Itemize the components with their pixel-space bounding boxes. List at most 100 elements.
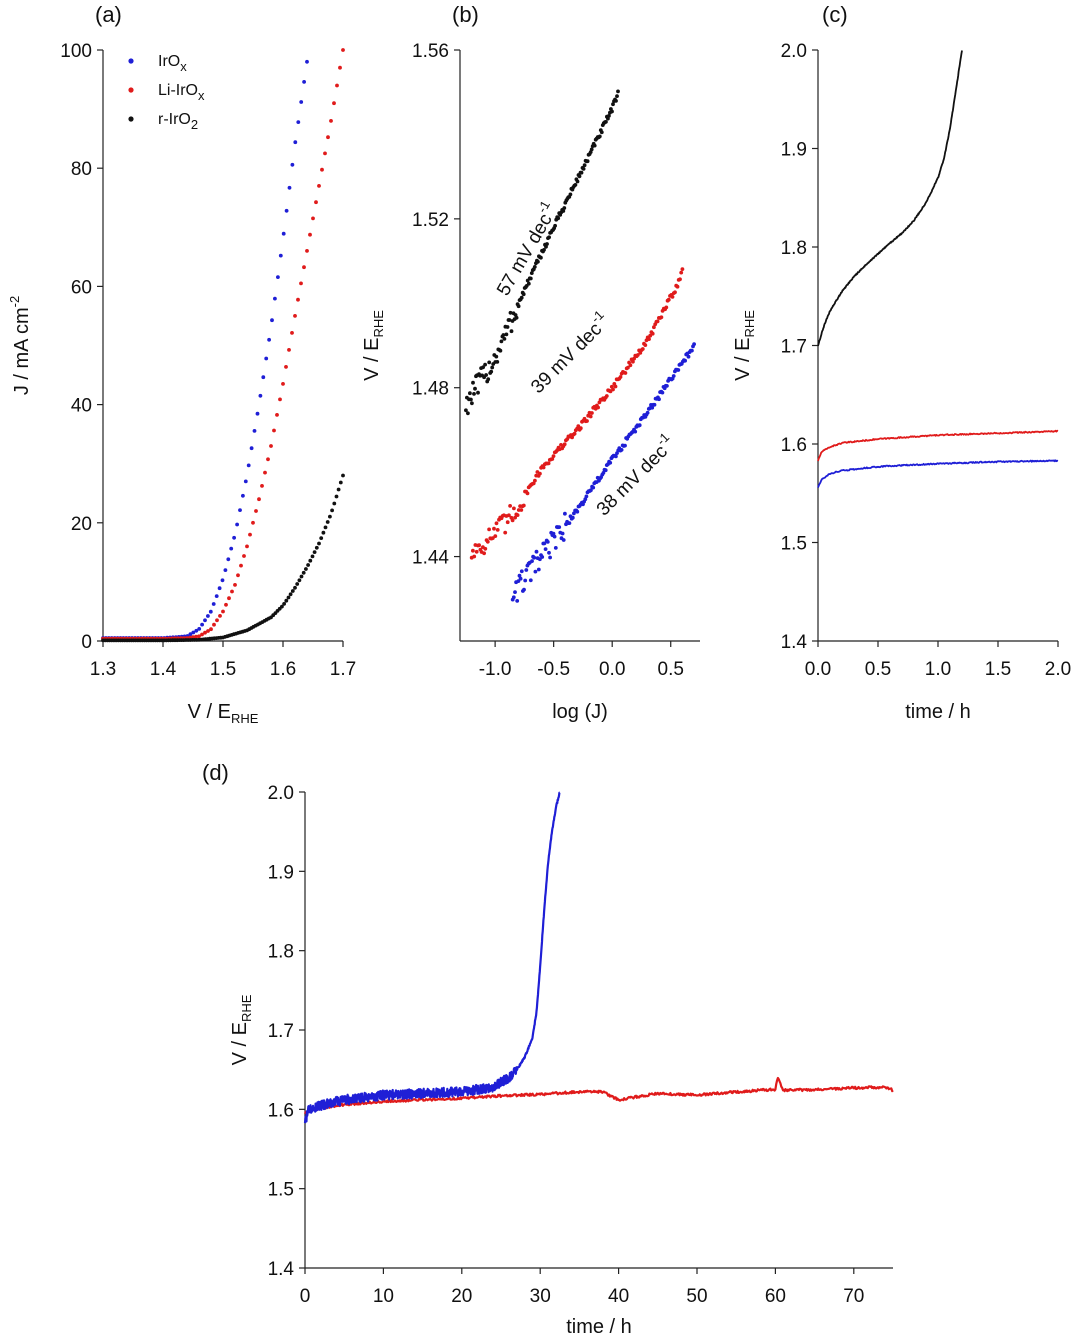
data-point — [582, 163, 587, 168]
data-point — [540, 555, 545, 559]
x-tick-label: 0.5 — [658, 659, 684, 680]
x-tick-label: 20 — [451, 1286, 472, 1307]
data-point — [325, 520, 330, 524]
data-point — [518, 576, 523, 581]
data-point — [255, 411, 260, 416]
data-point — [614, 99, 618, 103]
data-point — [623, 443, 627, 448]
data-point — [521, 503, 526, 508]
data-point — [494, 521, 499, 526]
data-point — [489, 369, 494, 374]
legend-marker — [128, 116, 134, 122]
data-point — [276, 275, 280, 279]
data-point — [533, 478, 537, 483]
data-point — [568, 192, 573, 197]
panel-b-series-IrOx — [510, 342, 696, 603]
data-point — [290, 331, 294, 335]
data-point — [290, 162, 295, 167]
data-point — [243, 479, 248, 484]
data-point — [607, 114, 611, 118]
data-point — [487, 360, 492, 365]
panel-b: (b) -1.0 -0.5 0.0 0.5 1.44 1.48 1.52 1.56 log (J… — [361, 2, 700, 723]
data-point — [547, 235, 551, 240]
data-point — [296, 120, 301, 124]
panel-b-label: (b) — [452, 2, 479, 27]
data-point — [329, 119, 333, 123]
slope-annotation: 57 mV dec-1 — [489, 198, 563, 300]
data-point — [326, 135, 330, 140]
data-point — [522, 587, 526, 592]
data-point — [509, 329, 514, 334]
panel-a-series-Li-IrOx — [101, 48, 345, 641]
panel-c-x-axis-title: time / h — [905, 701, 971, 723]
data-point — [203, 630, 207, 635]
y-tick-label: 40 — [71, 396, 92, 417]
data-point — [619, 448, 624, 452]
data-point — [469, 397, 473, 402]
data-point — [314, 545, 319, 550]
data-point — [264, 356, 269, 361]
data-point — [194, 634, 198, 639]
legend-marker — [128, 87, 134, 93]
data-point — [505, 325, 510, 329]
data-point — [252, 429, 257, 433]
data-point — [541, 465, 546, 470]
data-point — [212, 622, 216, 627]
data-point — [200, 632, 204, 637]
data-point — [236, 573, 240, 578]
data-point — [536, 259, 540, 264]
x-tick-label: 1.6 — [270, 659, 296, 680]
data-point — [640, 347, 645, 351]
data-point — [577, 174, 582, 179]
data-point — [616, 89, 620, 94]
data-point — [543, 547, 548, 551]
data-point — [613, 384, 618, 389]
data-point — [652, 402, 657, 407]
panel-c: (c) 0.0 0.5 1.0 1.5 2.0 1.4 1.5 1.6 1.7 1.8 1.9 2.0… — [732, 2, 1071, 723]
data-point — [659, 315, 664, 320]
data-point — [267, 337, 271, 342]
panel-d: (d) 0 10 20 30 40 50 60 70 1.4 1.5 1.6 1.7 1.8 1.9 2.0… — [202, 760, 894, 1337]
data-point — [335, 83, 339, 88]
data-point — [505, 520, 510, 525]
data-point — [464, 408, 468, 413]
data-point — [643, 343, 648, 347]
data-point — [284, 598, 289, 603]
data-point — [468, 391, 472, 396]
data-point — [295, 582, 300, 586]
data-point — [628, 363, 633, 368]
data-point — [575, 509, 580, 514]
y-tick-label: 0 — [81, 632, 92, 653]
y-tick-label: 1.4 — [781, 632, 808, 653]
data-point — [578, 426, 583, 431]
data-point — [188, 632, 193, 637]
data-point — [495, 528, 500, 532]
data-point — [476, 390, 480, 395]
data-point — [570, 515, 575, 520]
x-tick-label: 40 — [608, 1286, 629, 1307]
data-point — [519, 508, 524, 512]
data-point — [223, 568, 228, 572]
data-point — [534, 549, 539, 554]
data-point — [197, 627, 202, 631]
data-point — [278, 253, 283, 258]
data-point — [317, 184, 321, 188]
data-point — [525, 491, 530, 496]
legend-marker — [128, 58, 134, 64]
data-point — [281, 382, 285, 386]
y-tick-label: 1.44 — [412, 548, 449, 569]
data-point — [664, 305, 669, 310]
data-point — [623, 371, 628, 375]
data-point — [215, 618, 219, 623]
data-point — [596, 405, 600, 410]
y-tick-label: 1.6 — [781, 435, 807, 456]
y-tick-label: 100 — [60, 41, 92, 62]
data-point — [670, 295, 675, 299]
panel-c-series-Li-IrOx — [817, 429, 1059, 462]
data-point — [590, 411, 594, 415]
data-point — [200, 622, 205, 627]
data-point — [507, 318, 512, 322]
data-point — [209, 627, 213, 632]
data-point — [502, 337, 507, 341]
